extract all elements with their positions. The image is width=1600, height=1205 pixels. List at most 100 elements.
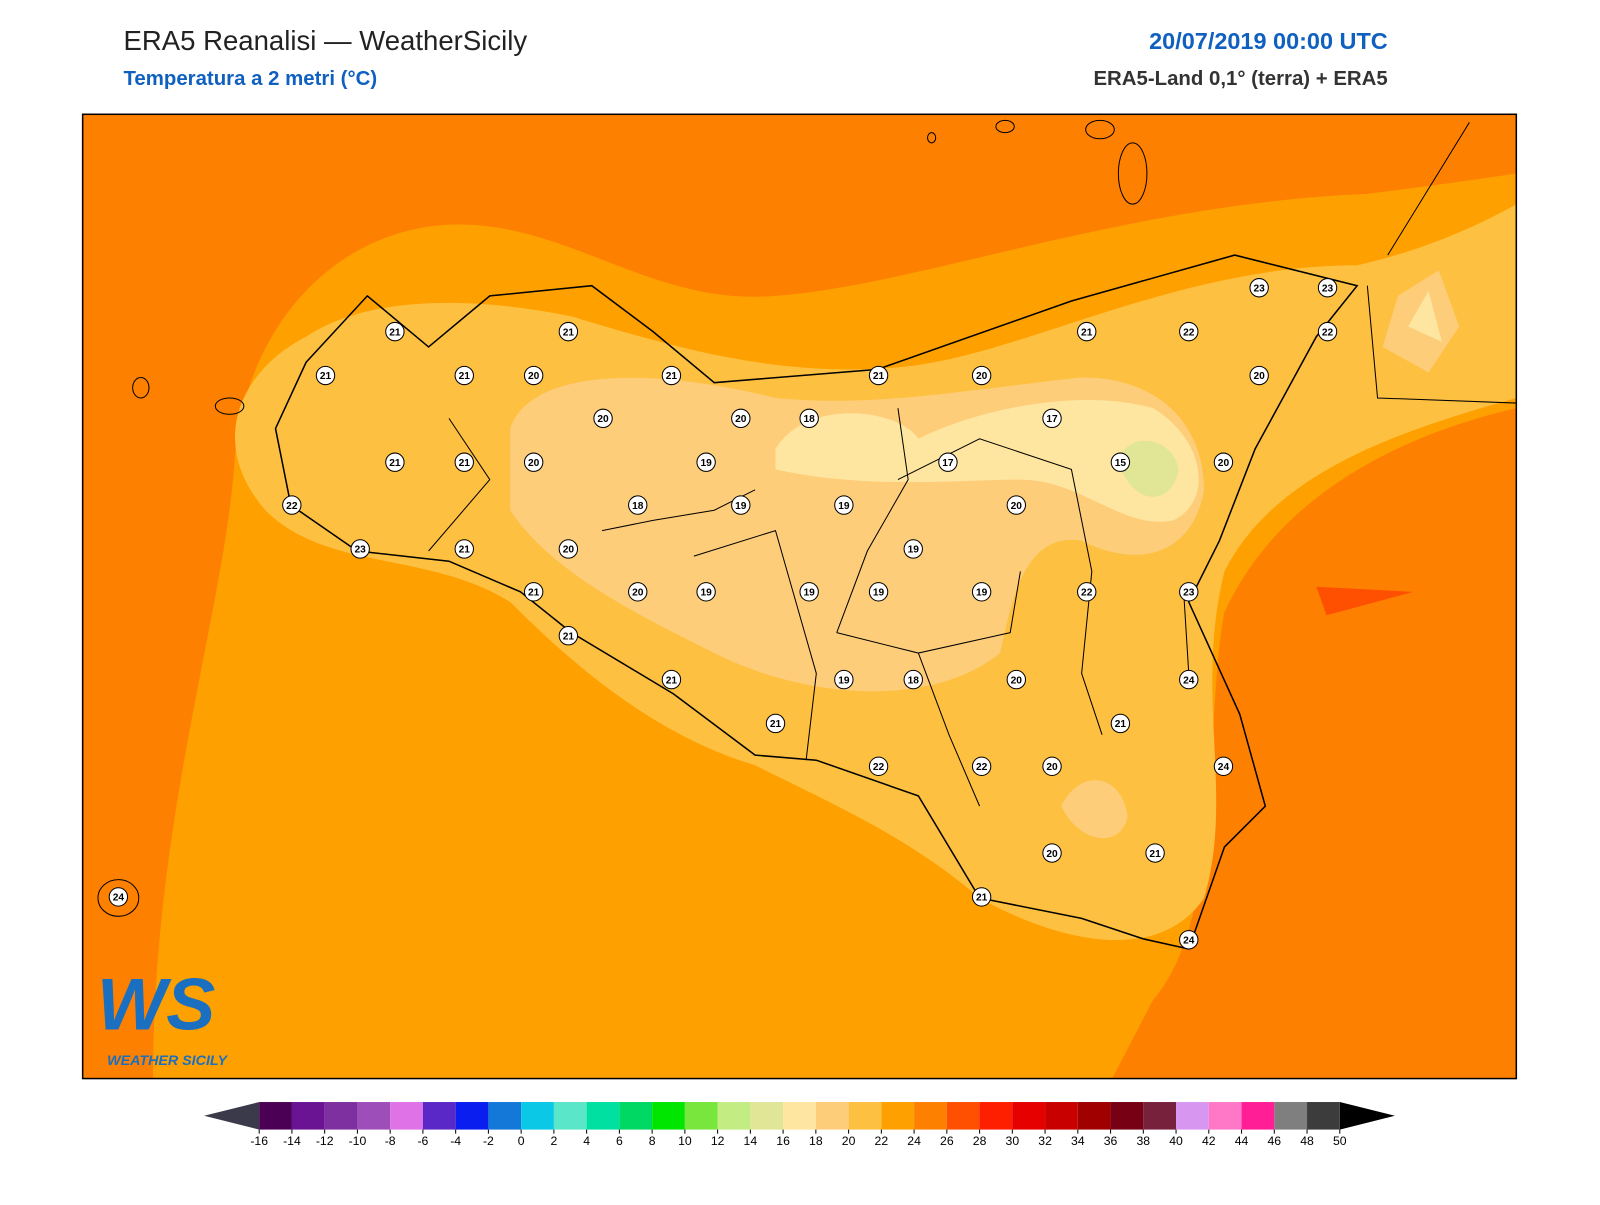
colorbar-label: -16	[250, 1134, 268, 1148]
station-value: 20	[735, 414, 747, 425]
colorbar-label: 38	[1137, 1134, 1151, 1148]
logo-mark: WS	[97, 963, 215, 1046]
colorbar-box	[1077, 1102, 1111, 1130]
interior-band	[1061, 780, 1128, 839]
station-marker	[834, 669, 854, 690]
hot-spot	[1316, 586, 1414, 616]
colorbar-box	[946, 1102, 980, 1130]
station-marker	[765, 713, 786, 734]
station-value: 21	[873, 371, 885, 382]
colorbar-label: 12	[711, 1134, 725, 1148]
station-marker	[868, 582, 889, 602]
colorbar-label: -6	[417, 1134, 428, 1148]
station-marker	[558, 321, 579, 342]
coastline	[1366, 122, 1517, 404]
station-value: 20	[597, 414, 609, 425]
station-value: 19	[976, 588, 988, 599]
colorbar-box	[422, 1102, 456, 1130]
station-value: 21	[459, 545, 471, 556]
station-marker	[1213, 756, 1234, 777]
station-marker	[696, 452, 716, 472]
colorbar-label: 20	[842, 1134, 856, 1148]
station-marker	[1042, 756, 1062, 777]
colorbar-label: 6	[616, 1134, 623, 1148]
station-marker	[282, 495, 302, 515]
station-value: 21	[976, 893, 988, 904]
station-marker	[523, 452, 544, 472]
colorbar-box	[652, 1102, 685, 1130]
station-marker	[523, 582, 544, 602]
island	[995, 119, 1015, 134]
colorbar-box	[259, 1102, 292, 1130]
colorbar-box	[390, 1102, 423, 1130]
colorbar-box	[1274, 1102, 1308, 1130]
title: ERA5 Reanalisi — WeatherSicily	[123, 25, 527, 56]
station-value: 24	[1218, 762, 1230, 773]
station-value: 22	[976, 762, 988, 773]
station-value: 21	[770, 719, 782, 730]
colorbar-label: -14	[283, 1134, 301, 1148]
colorbar-label: -2	[483, 1134, 494, 1148]
colorbar-box	[1045, 1102, 1078, 1130]
station-value: 22	[1183, 327, 1195, 338]
station-marker	[799, 582, 819, 602]
colorbar-label: 32	[1038, 1134, 1052, 1148]
colorbar-label: 18	[809, 1134, 823, 1148]
station-marker	[1213, 452, 1234, 472]
province-border	[428, 408, 1190, 807]
station-value: 21	[389, 327, 401, 338]
colorbar-box	[979, 1102, 1013, 1130]
colorbar-label: 50	[1333, 1134, 1347, 1148]
station-value: 18	[804, 414, 816, 425]
cool-band	[1408, 290, 1442, 342]
station-value: 23	[1183, 588, 1195, 599]
station-marker	[799, 408, 819, 429]
station-value: 20	[1046, 762, 1058, 773]
station-value: 21	[459, 458, 471, 469]
colorbar-box	[553, 1102, 587, 1130]
station-marker	[661, 669, 682, 690]
station-value: 21	[528, 588, 540, 599]
station-value: 21	[320, 371, 332, 382]
station-value: 20	[976, 371, 988, 382]
station-value: 21	[1149, 849, 1161, 860]
station-value: 18	[632, 501, 644, 512]
colorbar-box	[1208, 1102, 1242, 1130]
colorbar-label: 4	[583, 1134, 590, 1148]
frame	[81, 113, 1518, 1080]
colorbar-label: -10	[349, 1134, 367, 1148]
colorbar-box	[619, 1102, 653, 1130]
colorbar-box	[357, 1102, 391, 1130]
station-marker	[1179, 321, 1199, 342]
colorbar: -16 -14 -12 -10 -8 -6 -4 -2 0 2 4 6 8 10 12 14 16 18 20 22 2…	[204, 1102, 1395, 1148]
colorbar-box	[1012, 1102, 1046, 1130]
island	[927, 132, 937, 144]
colorbar-box	[1241, 1102, 1275, 1130]
colorbar-label: 2	[550, 1134, 557, 1148]
station-marker	[1042, 408, 1062, 429]
station-value: 20	[632, 588, 644, 599]
stations: 21 21 21 21 20 21 21 20 21 22 23 23 22 20 20 20 18 17 21 21…	[108, 278, 1338, 950]
colorbar-box	[815, 1102, 849, 1130]
station-marker	[454, 452, 474, 472]
station-marker	[1077, 582, 1097, 602]
station-value: 19	[700, 588, 712, 599]
station-marker	[696, 582, 716, 602]
colorbar-label: 28	[973, 1134, 987, 1148]
station-marker	[1179, 669, 1199, 690]
colorbar-box	[586, 1102, 620, 1130]
colorbar-over	[1339, 1102, 1395, 1130]
station-value: 21	[666, 675, 678, 686]
station-marker	[385, 452, 405, 472]
colorbar-label: -8	[385, 1134, 396, 1148]
source: ERA5-Land 0,1° (terra) + ERA5	[1093, 68, 1387, 90]
station-value: 21	[563, 631, 575, 642]
cool-band	[775, 399, 1199, 522]
station-value: 20	[563, 545, 575, 556]
station-value: 18	[908, 675, 920, 686]
station-value: 21	[389, 458, 401, 469]
station-marker	[731, 495, 751, 515]
island	[1085, 119, 1115, 140]
station-value: 20	[1011, 675, 1023, 686]
